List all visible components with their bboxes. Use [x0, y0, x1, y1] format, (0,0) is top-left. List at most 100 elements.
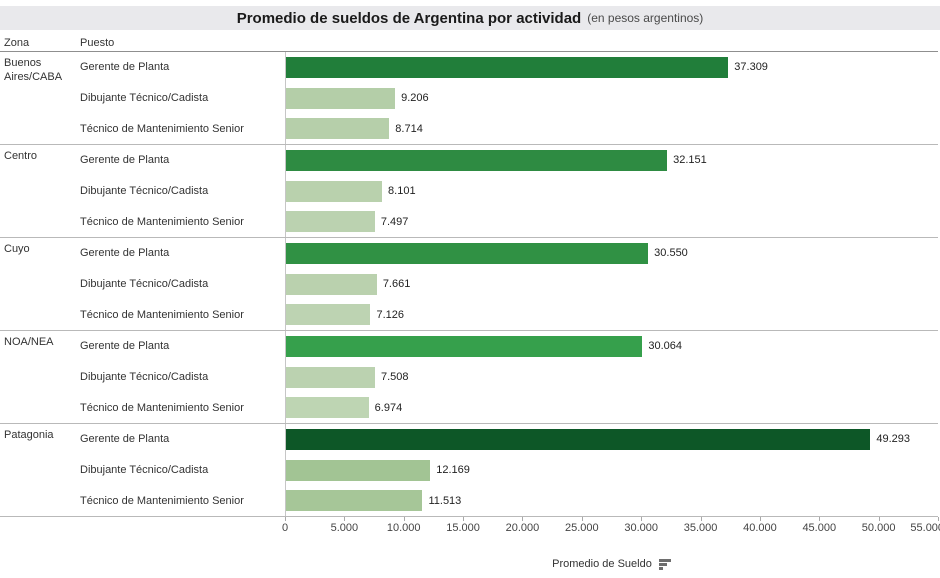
puesto-label: Gerente de Planta — [80, 247, 170, 260]
bar-value-label: 9.206 — [401, 92, 429, 104]
bar[interactable] — [286, 118, 390, 140]
axis-tick-label: 20.000 — [505, 522, 540, 534]
sort-descending-icon[interactable] — [658, 558, 671, 570]
x-axis: 0 5.000 10.000 15.000 20.000 25.000 30.000 35.0… — [0, 517, 940, 539]
zone-row: NOA/NEA Gerente de Planta Dibujante Técni… — [0, 331, 938, 424]
zones-container: Buenos Aires/CABA Gerente de Planta Dibuj… — [0, 52, 938, 517]
bar-row: 9.206 — [286, 83, 938, 114]
bar[interactable] — [286, 273, 377, 295]
chart-grid: Zona Puesto Buenos Aires/CABA Gerente de… — [0, 33, 940, 570]
x-axis-title: Promedio de Sueldo — [552, 558, 652, 570]
axis-tick — [463, 517, 465, 521]
zone-bars: 30.550 7.661 7.126 — [285, 238, 938, 330]
bar-value-label: 7.661 — [382, 278, 411, 290]
puesto-label: Técnico de Mantenimiento Senior — [80, 401, 244, 414]
axis-tick — [581, 517, 583, 521]
zone-label: NOA/NEA — [4, 336, 54, 348]
bar-value-label: 11.513 — [428, 494, 462, 507]
axis-tick-label: 0 — [281, 522, 289, 534]
chart-subtitle: (en pesos argentinos) — [587, 11, 704, 25]
puesto-labels: Gerente de Planta Dibujante Técnico/Cadis… — [80, 145, 285, 237]
x-axis-title-wrap: Promedio de Sueldo — [285, 558, 938, 570]
bar-value-label: 32.151 — [673, 154, 707, 167]
puesto-label: Técnico de Mantenimiento Senior — [80, 494, 244, 507]
bar[interactable] — [286, 56, 729, 78]
puesto-label: Dibujante Técnico/Cadista — [80, 92, 209, 104]
bar[interactable] — [286, 490, 423, 512]
bar-value-label: 6.974 — [374, 401, 403, 414]
zone-row: Cuyo Gerente de Planta Dibujante Técnico/… — [0, 238, 938, 331]
chart-title: Promedio de sueldos de Argentina por act… — [236, 9, 582, 27]
puesto-labels: Gerente de Planta Dibujante Técnico/Cadis… — [80, 238, 285, 330]
bar[interactable] — [286, 211, 375, 233]
x-axis-area: 0 5.000 10.000 15.000 20.000 25.000 30.000 35.0… — [281, 517, 940, 539]
axis-tick — [344, 517, 346, 521]
zone-bars: 37.309 9.206 8.714 — [285, 52, 938, 144]
bar-value-label: 8.714 — [395, 122, 423, 135]
bar[interactable] — [286, 459, 431, 481]
zone-row: Buenos Aires/CABA Gerente de Planta Dibuj… — [0, 52, 938, 145]
column-header-zona: Zona — [4, 37, 30, 49]
bar-value-label: 7.508 — [381, 371, 409, 383]
puesto-label: Dibujante Técnico/Cadista — [80, 278, 209, 290]
zone-bars: 32.151 8.101 7.497 — [285, 145, 938, 237]
axis-tick-label: 40.000 — [743, 522, 777, 534]
axis-tick — [819, 517, 821, 521]
bar-value-label: 8.101 — [388, 185, 416, 197]
axis-tick — [938, 517, 939, 521]
axis-tick — [285, 517, 286, 521]
zone-label: Buenos Aires/CABA — [4, 57, 63, 83]
bar[interactable] — [286, 335, 643, 357]
puesto-labels: Gerente de Planta Dibujante Técnico/Cadis… — [80, 424, 285, 516]
axis-tick — [878, 517, 880, 521]
puesto-label: Gerente de Planta — [80, 433, 170, 446]
bar[interactable] — [286, 242, 649, 264]
bar-row: 7.497 — [286, 206, 938, 237]
axis-tick-label: 5.000 — [330, 522, 359, 534]
puesto-label: Dibujante Técnico/Cadista — [80, 371, 209, 383]
bar-value-label: 49.293 — [876, 433, 910, 446]
bar-row: 11.513 — [286, 485, 938, 516]
bar-row: 8.714 — [286, 113, 938, 144]
zone-row: Patagonia Gerente de Planta Dibujante Téc… — [0, 424, 938, 517]
x-axis-title-row: Promedio de Sueldo — [0, 558, 938, 570]
bar[interactable] — [286, 397, 369, 419]
axis-tick-label: 45.000 — [802, 522, 837, 534]
bar[interactable] — [286, 87, 396, 109]
bar[interactable] — [286, 366, 375, 388]
bar-value-label: 30.064 — [648, 340, 683, 353]
bar[interactable] — [286, 149, 668, 171]
bar[interactable] — [286, 428, 871, 450]
puesto-label: Gerente de Planta — [80, 154, 170, 167]
zone-label: Patagonia — [4, 429, 54, 441]
axis-tick-label: 35.000 — [683, 522, 718, 534]
bar-value-label: 30.550 — [654, 247, 688, 260]
axis-tick — [641, 517, 643, 521]
bar-row: 37.309 — [286, 52, 938, 83]
chart-title-bar: Promedio de sueldos de Argentina por act… — [0, 6, 940, 30]
axis-spacer — [0, 517, 285, 539]
bar-row: 30.064 — [286, 331, 938, 362]
zone-label: Centro — [4, 150, 38, 162]
axis-tick — [522, 517, 524, 521]
zone-label: Cuyo — [4, 243, 30, 255]
bar-value-label: 7.126 — [376, 308, 404, 321]
axis-tick-label: 55.000 — [910, 522, 940, 534]
axis-tick-label: 25.000 — [564, 522, 599, 534]
bar-value-label: 7.497 — [380, 215, 409, 228]
puesto-label: Dibujante Técnico/Cadista — [80, 185, 209, 197]
bar-row: 32.151 — [286, 145, 938, 176]
puesto-label: Técnico de Mantenimiento Senior — [80, 122, 244, 135]
puesto-label: Dibujante Técnico/Cadista — [80, 464, 209, 476]
bar-value-label: 37.309 — [734, 61, 768, 74]
bar-row: 7.508 — [286, 362, 938, 393]
axis-tick-label: 50.000 — [861, 522, 896, 534]
zone-bars: 49.293 12.169 11.513 — [285, 424, 938, 516]
axis-tick-label: 30.000 — [624, 522, 658, 534]
zone-bars: 30.064 7.508 6.974 — [285, 331, 938, 423]
bar[interactable] — [286, 304, 371, 326]
column-header-row: Zona Puesto — [0, 33, 938, 52]
puesto-label: Gerente de Planta — [80, 340, 170, 353]
axis-tick — [403, 517, 405, 521]
bar[interactable] — [286, 180, 383, 202]
